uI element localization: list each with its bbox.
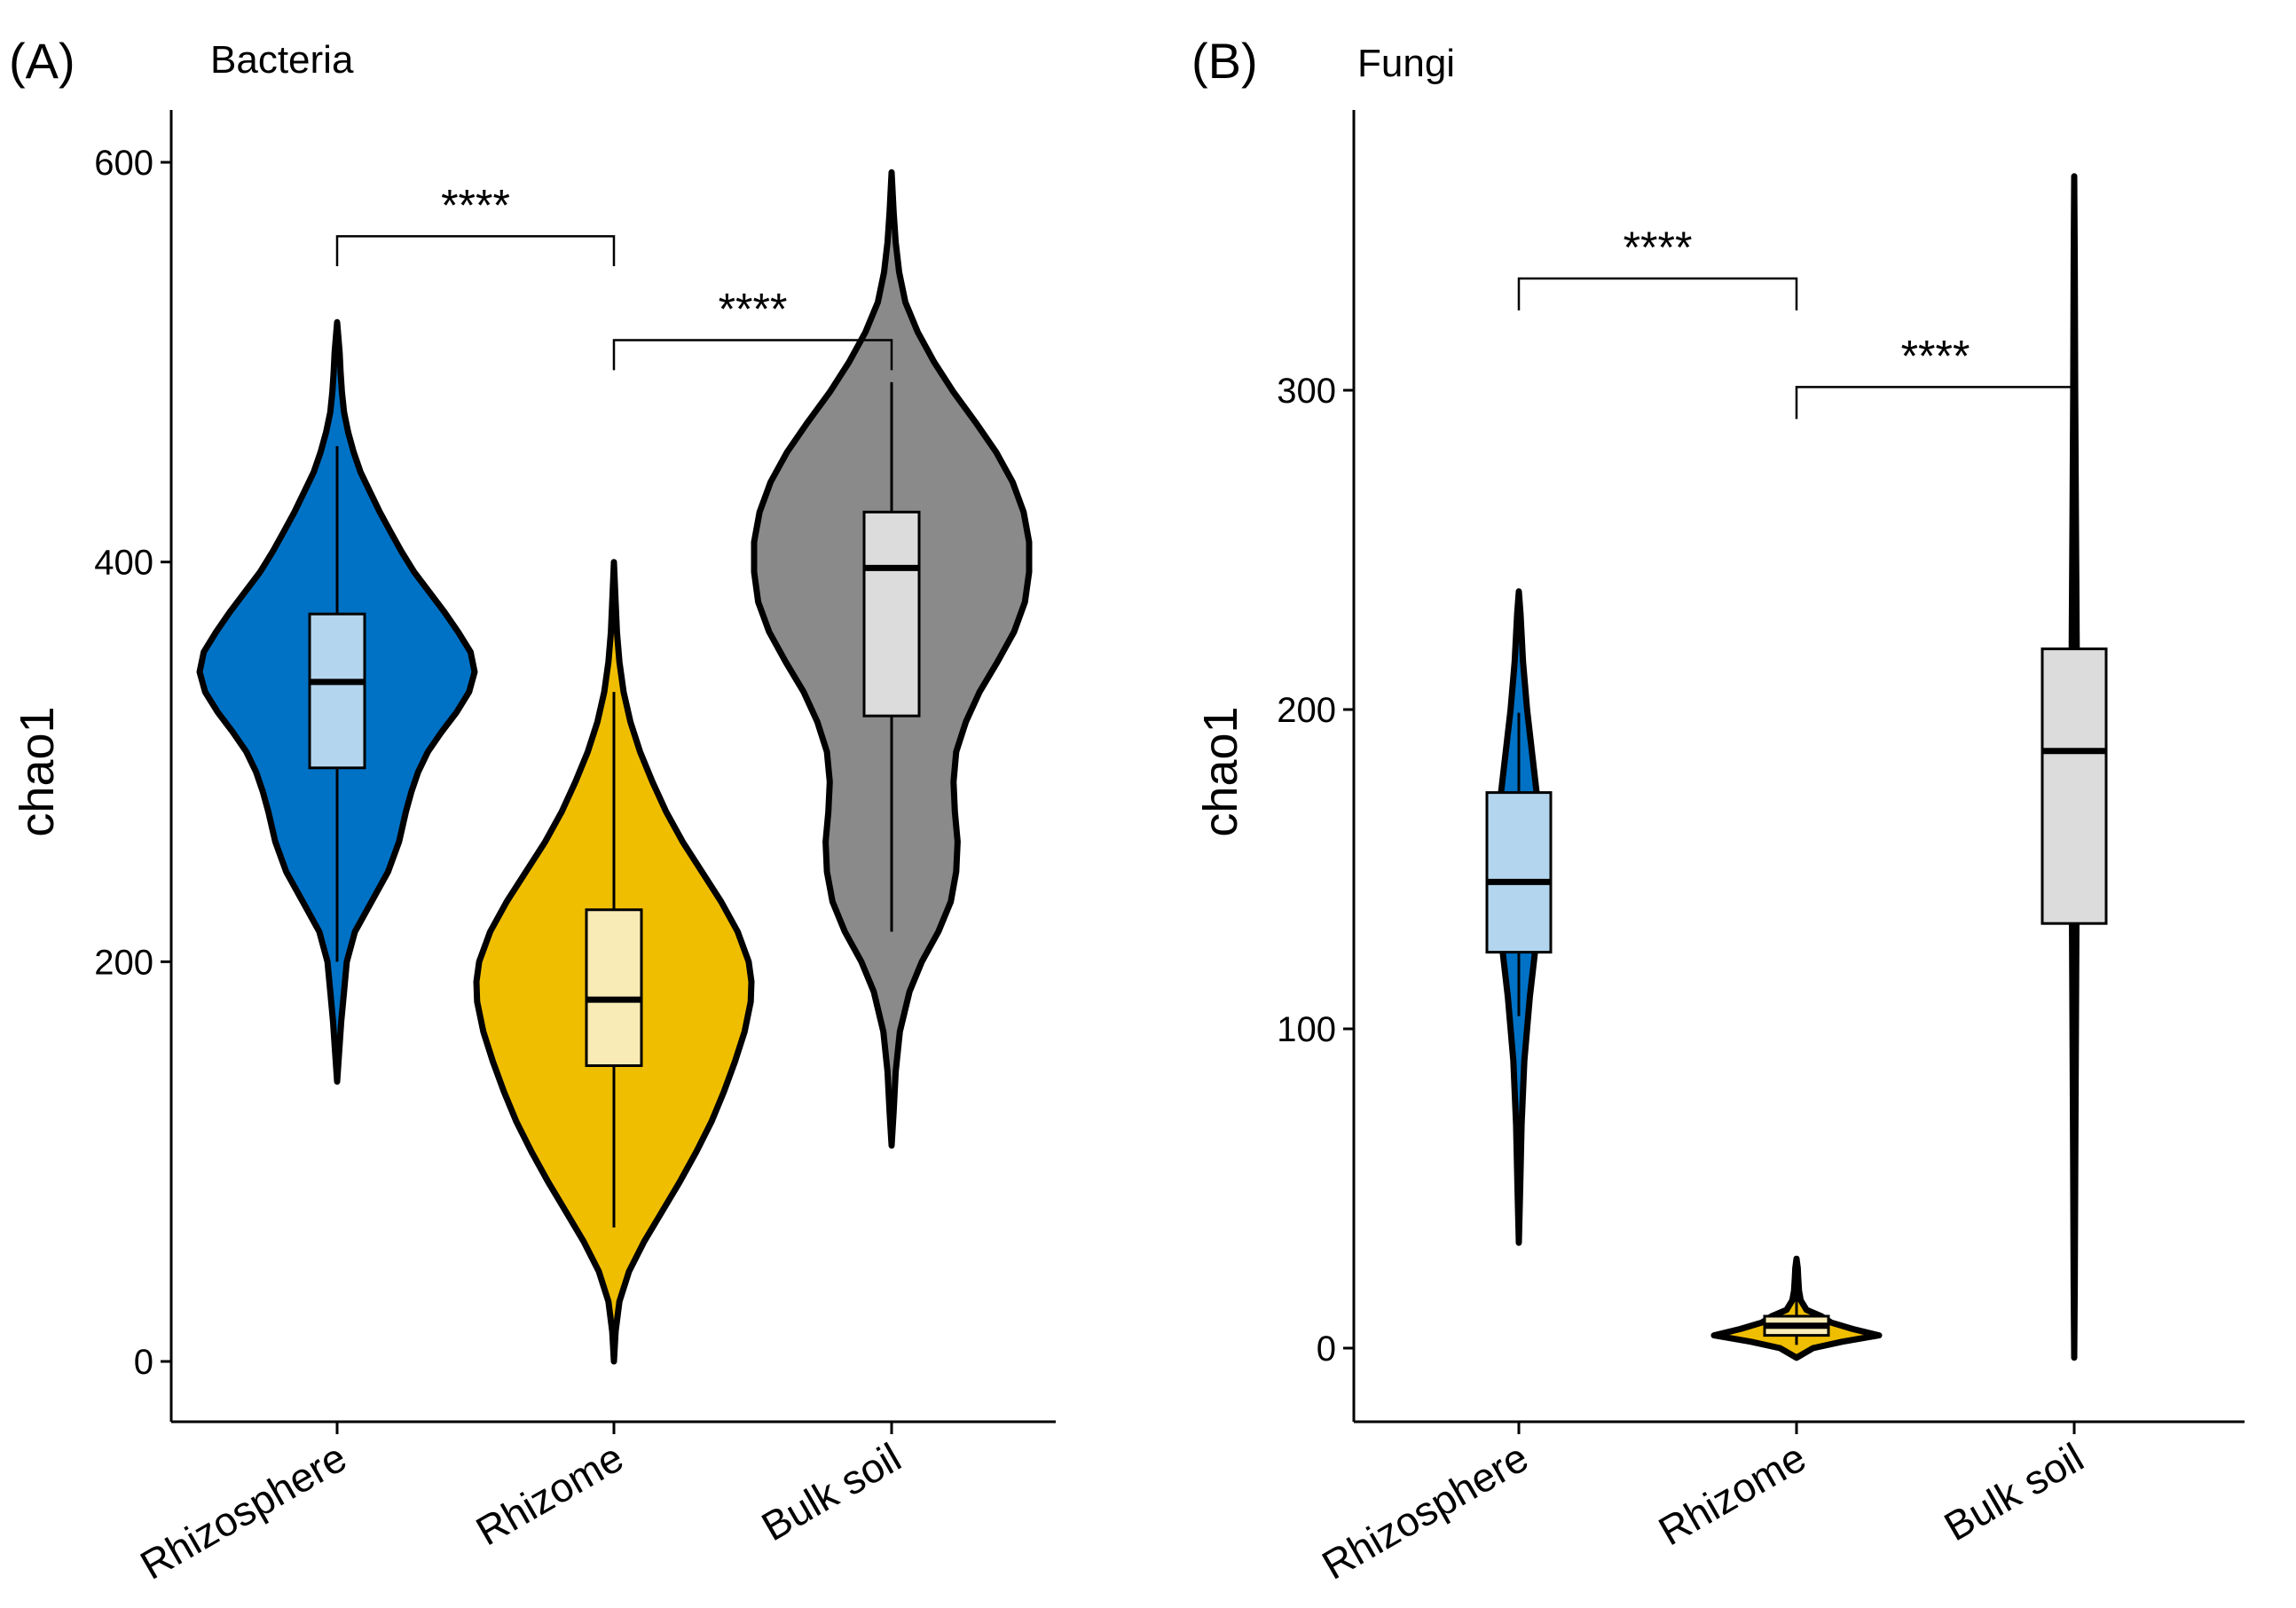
significance-bracket: [612, 339, 893, 371]
x-tick-label: Rhizome: [1651, 1434, 1813, 1555]
box-rhizosphere: [308, 612, 366, 770]
panel-label: (B): [1191, 33, 1258, 89]
significance-bracket: [1517, 277, 1798, 310]
x-tick-label: Bulk soil: [1937, 1434, 2091, 1550]
box-bulk-soil: [862, 510, 921, 718]
y-tick-label: 100: [1277, 1010, 1336, 1049]
x-tick-label: Rhizosphere: [1314, 1434, 1536, 1588]
y-tick-label: 200: [1277, 691, 1336, 730]
panel-fungi: (B) Fungi chao1 0 100 200 300 Rhizosphere Rhi…: [1191, 33, 2245, 1588]
significance-label: ****: [1901, 331, 1970, 380]
significance-label: ****: [441, 180, 510, 230]
y-axis-title: chao1: [11, 706, 64, 836]
y-tick-label: 200: [94, 943, 153, 982]
plot-area: 0 100 200 300 Rhizosphere Rhizome Bulk soil ***…: [1277, 173, 2108, 1588]
significance-bracket: [1795, 386, 2076, 420]
y-axis-title: chao1: [1194, 706, 1247, 836]
x-tick-label: Bulk soil: [754, 1434, 908, 1550]
x-tick-label: Rhizosphere: [132, 1434, 354, 1588]
panel-label: (A): [9, 33, 75, 89]
panel-bacteria: (A) Bacteria chao1 0 200 400 600 Rhizosphere…: [9, 33, 1056, 1588]
significance-label: ****: [1624, 223, 1693, 272]
y-tick-label: 0: [1317, 1330, 1336, 1369]
box-bulk-soil: [2040, 647, 2108, 925]
panel-title: Fungi: [1357, 42, 1455, 85]
y-tick-label: 300: [1277, 372, 1336, 411]
significance-label: ****: [719, 285, 788, 334]
x-tick-label: Rhizome: [468, 1434, 631, 1555]
y-tick-label: 400: [94, 544, 153, 583]
significance-bracket: [335, 235, 616, 267]
box-rhizome: [585, 908, 643, 1068]
box-rhizosphere: [1485, 791, 1553, 954]
plot-area: 0 200 400 600 Rhizosphere Rhizome Bulk soil ***…: [94, 144, 1033, 1588]
y-tick-label: 600: [94, 144, 153, 183]
y-tick-label: 0: [134, 1343, 153, 1382]
panel-title: Bacteria: [210, 38, 354, 82]
